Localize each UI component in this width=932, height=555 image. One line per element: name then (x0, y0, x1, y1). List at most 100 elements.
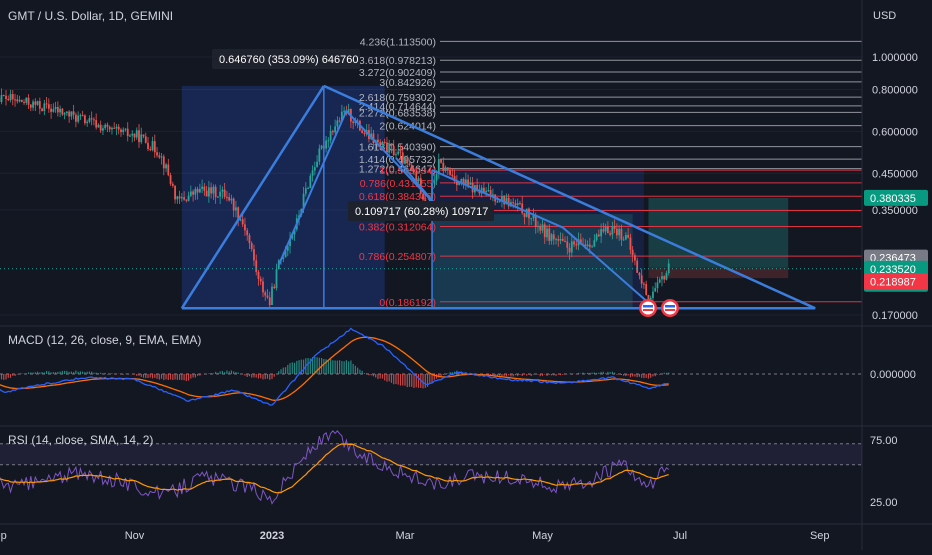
candle-body (544, 224, 546, 237)
candle-body (152, 141, 154, 150)
candle-body (136, 130, 138, 137)
x-tick-label: Mar (396, 530, 415, 542)
candle-body (596, 235, 598, 241)
event-flag-icon[interactable] (639, 299, 657, 317)
candle-body (163, 156, 165, 168)
price-tag-text: 0.380335 (870, 193, 916, 205)
candle-body (643, 284, 645, 285)
candle-body (400, 151, 402, 152)
candle-body (61, 109, 63, 115)
candle-body (25, 98, 27, 103)
event-flag-stripe (643, 309, 653, 311)
candle-body (84, 115, 86, 123)
candle-body (440, 159, 442, 163)
candle-body (246, 230, 248, 235)
candle-body (309, 176, 311, 188)
candle-body (145, 136, 147, 142)
candle-body (614, 226, 616, 229)
candle-body (636, 261, 638, 273)
candle-body (343, 111, 345, 112)
candle-body (388, 144, 390, 153)
candle-body (312, 171, 314, 176)
candle-body (605, 227, 607, 232)
candle-body (194, 189, 196, 195)
candle-body (149, 149, 151, 150)
candle-body (89, 118, 91, 122)
measure-down-label: 0.109717 (60.28%) 109717 (348, 201, 494, 221)
candle-body (5, 96, 7, 99)
candle-body (273, 287, 275, 288)
candle-body (68, 112, 70, 117)
x-tick-label: May (532, 530, 553, 542)
candle-body (591, 247, 593, 248)
candle-body (607, 227, 609, 233)
candle-body (618, 229, 620, 235)
candle-body (497, 202, 499, 203)
candle-body (203, 187, 205, 191)
candle-body (32, 102, 34, 108)
candle-body (154, 141, 156, 152)
candle-body (418, 178, 420, 181)
candle-body (70, 111, 72, 116)
event-flag-stripe (665, 305, 675, 308)
candle-body (253, 249, 255, 260)
candle-body (269, 297, 271, 305)
candle-body (125, 129, 127, 130)
candle-body (659, 279, 661, 282)
currency-label: USD (873, 10, 896, 22)
candle-body (201, 187, 203, 189)
candle-body (215, 187, 217, 197)
candle-body (10, 94, 12, 100)
candle-body (336, 120, 338, 126)
candle-body (3, 95, 5, 96)
candle-body (235, 207, 237, 210)
candle-body (551, 234, 553, 240)
candle-body (548, 229, 550, 241)
fib-extension-label: 2.272(0.683538) (359, 107, 436, 119)
candle-body (226, 197, 228, 198)
candle-body (449, 170, 451, 175)
candle-body (23, 102, 25, 103)
event-flag-icon[interactable] (661, 299, 679, 317)
candle-body (445, 167, 447, 171)
candle-body (402, 152, 404, 163)
candle-body (233, 199, 235, 211)
candle-body (206, 191, 208, 197)
candle-body (571, 241, 573, 252)
fib-retracement-label: 0(0.186192) (379, 297, 436, 309)
event-flag-inner (642, 302, 655, 315)
candle-body (611, 226, 613, 235)
fib-extension-label: 4.236(1.113500) (360, 36, 436, 48)
candle-body (546, 229, 548, 238)
candle-body (379, 142, 381, 144)
candle-body (7, 99, 9, 100)
candle-body (66, 112, 68, 114)
candle-body (623, 239, 625, 240)
candle-body (183, 197, 185, 199)
candle-body (262, 281, 264, 292)
candle-body (46, 103, 48, 104)
candle-body (487, 190, 489, 191)
candle-body (600, 229, 602, 236)
measure-up-label: 0.646760 (353.09%) 646760 (212, 49, 360, 69)
y-tick-label: 1.000000 (872, 52, 918, 64)
candle-body (305, 188, 307, 193)
candle-body (314, 167, 316, 170)
candle-body (330, 131, 332, 140)
candle-body (14, 99, 16, 100)
candle-body (158, 155, 160, 157)
candle-body (161, 156, 163, 157)
candle-body (555, 239, 557, 240)
candle-body (668, 263, 670, 273)
candle-body (382, 142, 384, 144)
candle-body (395, 154, 397, 155)
candle-body (134, 134, 136, 138)
candle-body (197, 189, 199, 193)
candle-body (519, 203, 521, 204)
candle-body (467, 180, 469, 185)
candle-body (172, 184, 174, 186)
candle-body (530, 218, 532, 219)
candle-body (138, 130, 140, 142)
